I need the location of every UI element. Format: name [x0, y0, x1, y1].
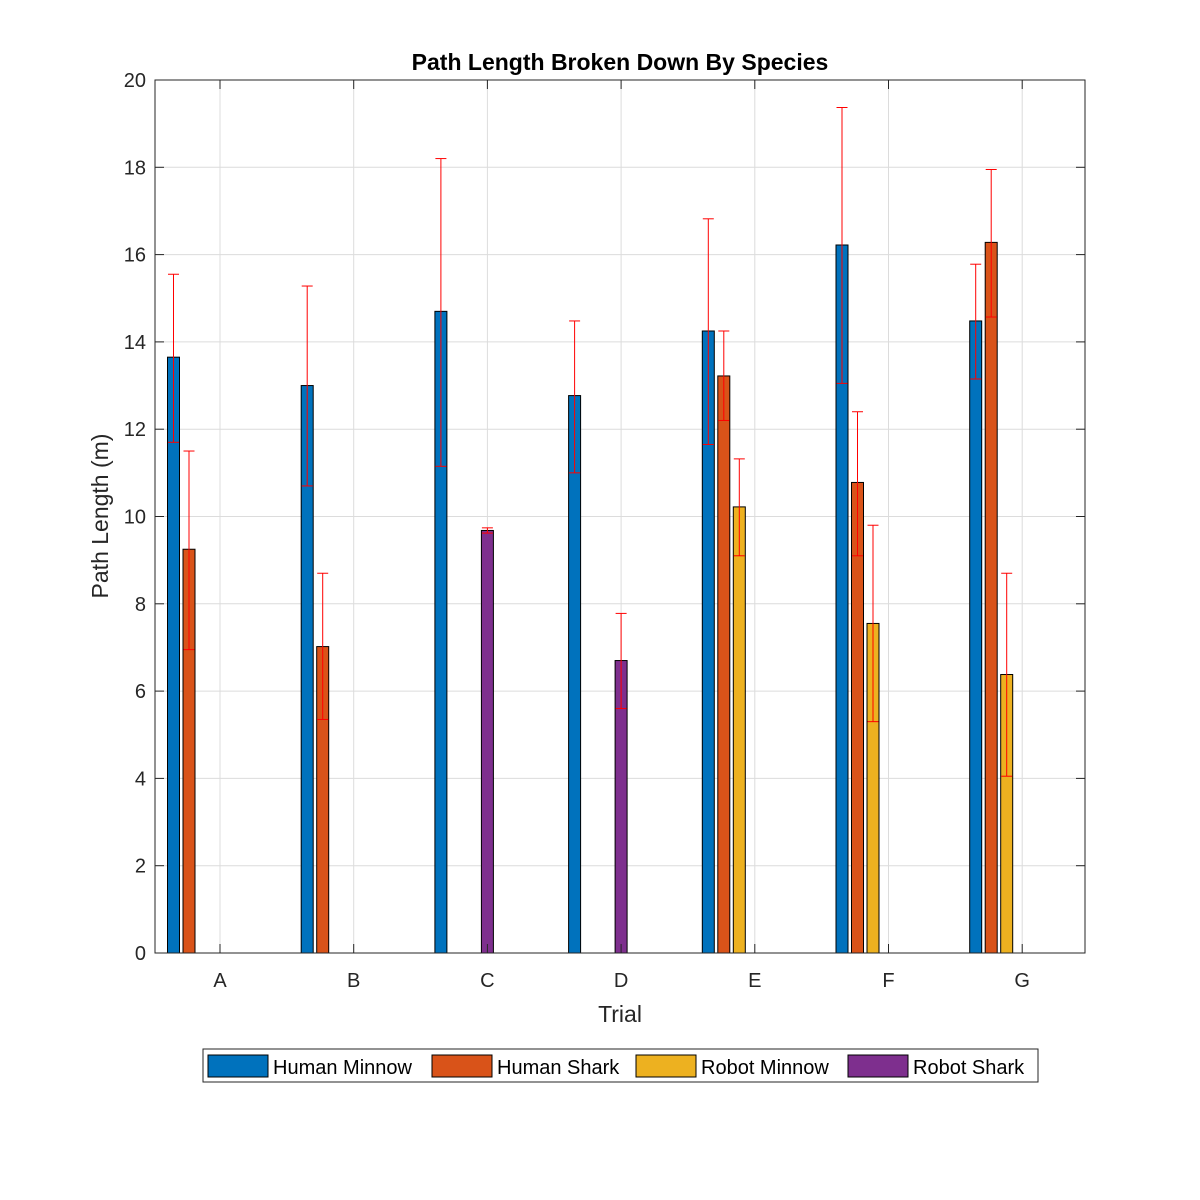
y-tick-label: 0 — [135, 943, 146, 965]
x-tick-label: E — [748, 970, 761, 992]
y-tick-label: 18 — [124, 157, 146, 179]
legend-label: Human Minnow — [273, 1057, 413, 1079]
y-tick-label: 6 — [135, 681, 146, 703]
legend-swatch — [207, 1054, 269, 1078]
y-tick-label: 2 — [135, 856, 146, 878]
bar-human-minnow — [568, 395, 582, 954]
legend-label: Human Shark — [497, 1057, 620, 1079]
x-tick-label: G — [1014, 970, 1030, 992]
y-tick-label: 20 — [124, 70, 146, 92]
bar-human-minnow — [167, 356, 180, 954]
x-axis: A B C D E F G — [213, 80, 1030, 992]
x-axis-label: Trial — [598, 1001, 642, 1027]
y-tick-label: 10 — [124, 507, 146, 529]
bar-human-minnow — [969, 320, 983, 954]
legend-label: Robot Shark — [913, 1057, 1025, 1079]
y-tick-label: 16 — [124, 245, 146, 267]
bar-human-shark — [717, 375, 731, 954]
x-tick-label: A — [213, 970, 227, 992]
y-tick-label: 14 — [124, 332, 146, 354]
x-tick-label: B — [347, 970, 360, 992]
bar-robot-minnow — [732, 506, 746, 954]
error-bars — [168, 106, 1013, 777]
y-axis-label: Path Length (m) — [87, 434, 113, 599]
x-tick-label: D — [614, 970, 628, 992]
chart-title: Path Length Broken Down By Species — [412, 49, 829, 75]
y-tick-label: 4 — [135, 768, 146, 790]
bar-robot-shark — [480, 529, 494, 954]
y-tick-label: 12 — [124, 419, 146, 441]
legend: Human Minnow Human Shark Robot Minnow Robot… — [202, 1048, 1039, 1083]
legend-swatch — [431, 1054, 493, 1078]
y-axis: 0 2 4 6 8 10 12 14 16 18 20 — [124, 70, 1085, 965]
legend-swatch — [847, 1054, 909, 1078]
y-tick-label: 8 — [135, 594, 146, 616]
bar-human-shark — [984, 241, 998, 954]
legend-label: Robot Minnow — [701, 1057, 829, 1079]
x-tick-label: F — [882, 970, 894, 992]
x-tick-label: C — [480, 970, 494, 992]
legend-swatch — [635, 1054, 697, 1078]
